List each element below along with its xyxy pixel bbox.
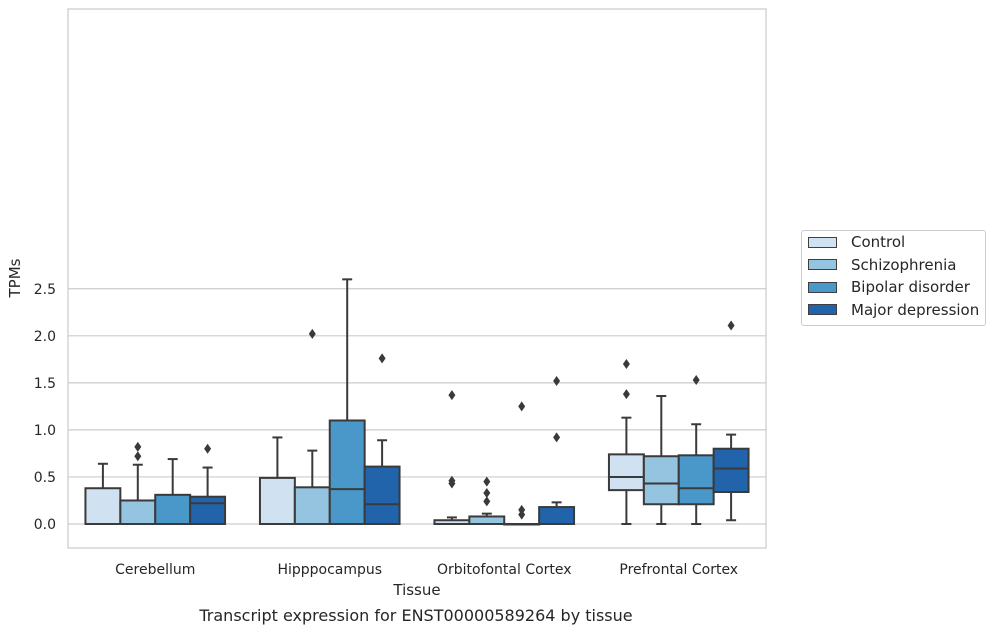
figure-caption: Transcript expression for ENST0000058926… bbox=[199, 606, 633, 625]
y-tick-label: 2.0 bbox=[34, 329, 56, 345]
legend-swatch bbox=[808, 304, 837, 316]
outlier-point bbox=[692, 375, 700, 386]
y-tick-label: 1.0 bbox=[34, 423, 56, 439]
outlier-point bbox=[622, 359, 630, 370]
outlier-point bbox=[553, 432, 561, 443]
outlier-point bbox=[134, 441, 142, 452]
box-control bbox=[84, 462, 122, 526]
outlier-point bbox=[622, 389, 630, 400]
box-bipolar-disorder bbox=[677, 375, 715, 525]
plot-frame bbox=[67, 8, 767, 549]
outlier-point bbox=[448, 390, 456, 401]
box-control bbox=[433, 390, 471, 526]
iqr-box bbox=[154, 493, 192, 526]
iqr-box bbox=[363, 465, 401, 525]
legend-item: Bipolar disorder bbox=[802, 276, 985, 299]
box-schizophrenia bbox=[293, 328, 331, 525]
iqr-box bbox=[538, 506, 576, 526]
outlier-point bbox=[553, 375, 561, 386]
y-tick-label: 0.5 bbox=[34, 470, 56, 486]
box-major-depression bbox=[538, 375, 576, 526]
iqr-box bbox=[84, 487, 122, 526]
box-bipolar-disorder bbox=[154, 458, 192, 526]
outlier-point bbox=[483, 476, 491, 487]
iqr-box bbox=[328, 419, 366, 525]
outlier-point bbox=[378, 353, 386, 364]
box-major-depression bbox=[363, 353, 401, 525]
legend-label: Control bbox=[851, 233, 906, 252]
outlier-point bbox=[448, 475, 456, 486]
y-tick-label: 2.5 bbox=[34, 282, 56, 298]
box-bipolar-disorder bbox=[503, 401, 541, 526]
x-tick-labels: Cerebellum Hipppocampus Orbitofontal Corte… bbox=[115, 562, 738, 578]
grid-lines bbox=[68, 288, 766, 525]
box-control bbox=[607, 359, 645, 525]
iqr-box bbox=[677, 454, 715, 506]
iqr-box bbox=[258, 476, 296, 525]
legend-swatch bbox=[808, 281, 837, 293]
x-tick-label: Prefrontal Cortex bbox=[619, 562, 738, 578]
outlier-point bbox=[134, 451, 142, 462]
outlier-point bbox=[483, 496, 491, 507]
iqr-box bbox=[189, 495, 227, 525]
iqr-box bbox=[607, 453, 645, 492]
legend: Control Schizophrenia Bipolar disorder Majo… bbox=[801, 230, 986, 326]
boxes bbox=[84, 278, 750, 526]
y-axis-title: TPMs bbox=[6, 258, 24, 298]
x-axis-title: Tissue bbox=[392, 581, 440, 599]
box-schizophrenia bbox=[119, 441, 157, 526]
iqr-box bbox=[468, 515, 506, 525]
y-tick-label: 1.5 bbox=[34, 376, 56, 392]
legend-label: Schizophrenia bbox=[851, 255, 957, 274]
legend-swatch bbox=[808, 259, 837, 271]
iqr-box bbox=[119, 499, 157, 526]
box-schizophrenia bbox=[468, 476, 506, 525]
x-tick-label: Cerebellum bbox=[115, 562, 195, 578]
outlier-point bbox=[518, 401, 526, 412]
outlier-point bbox=[483, 487, 491, 498]
box-major-depression bbox=[712, 320, 750, 522]
iqr-box bbox=[712, 447, 750, 494]
x-tick-label: Hipppocampus bbox=[277, 562, 382, 578]
legend-item: Control bbox=[802, 231, 985, 254]
box-schizophrenia bbox=[642, 395, 680, 525]
outlier-point bbox=[518, 504, 526, 515]
outlier-point bbox=[308, 328, 316, 339]
y-tick-label: 0.0 bbox=[34, 517, 56, 533]
iqr-box bbox=[293, 486, 331, 525]
outlier-point bbox=[204, 443, 212, 454]
box-bipolar-disorder bbox=[328, 278, 366, 525]
outlier-point bbox=[727, 320, 735, 331]
legend-swatch bbox=[808, 236, 837, 248]
legend-item: Major depression bbox=[802, 299, 985, 322]
legend-item: Schizophrenia bbox=[802, 254, 985, 277]
box-control bbox=[258, 436, 296, 525]
x-tick-label: Orbitofontal Cortex bbox=[437, 562, 572, 578]
y-tick-labels: 0.0 0.5 1.0 1.5 2.0 2.5 bbox=[34, 282, 56, 533]
box-major-depression bbox=[189, 443, 227, 525]
iqr-box bbox=[642, 455, 680, 506]
legend-label: Major depression bbox=[851, 300, 980, 319]
legend-label: Bipolar disorder bbox=[851, 278, 970, 297]
